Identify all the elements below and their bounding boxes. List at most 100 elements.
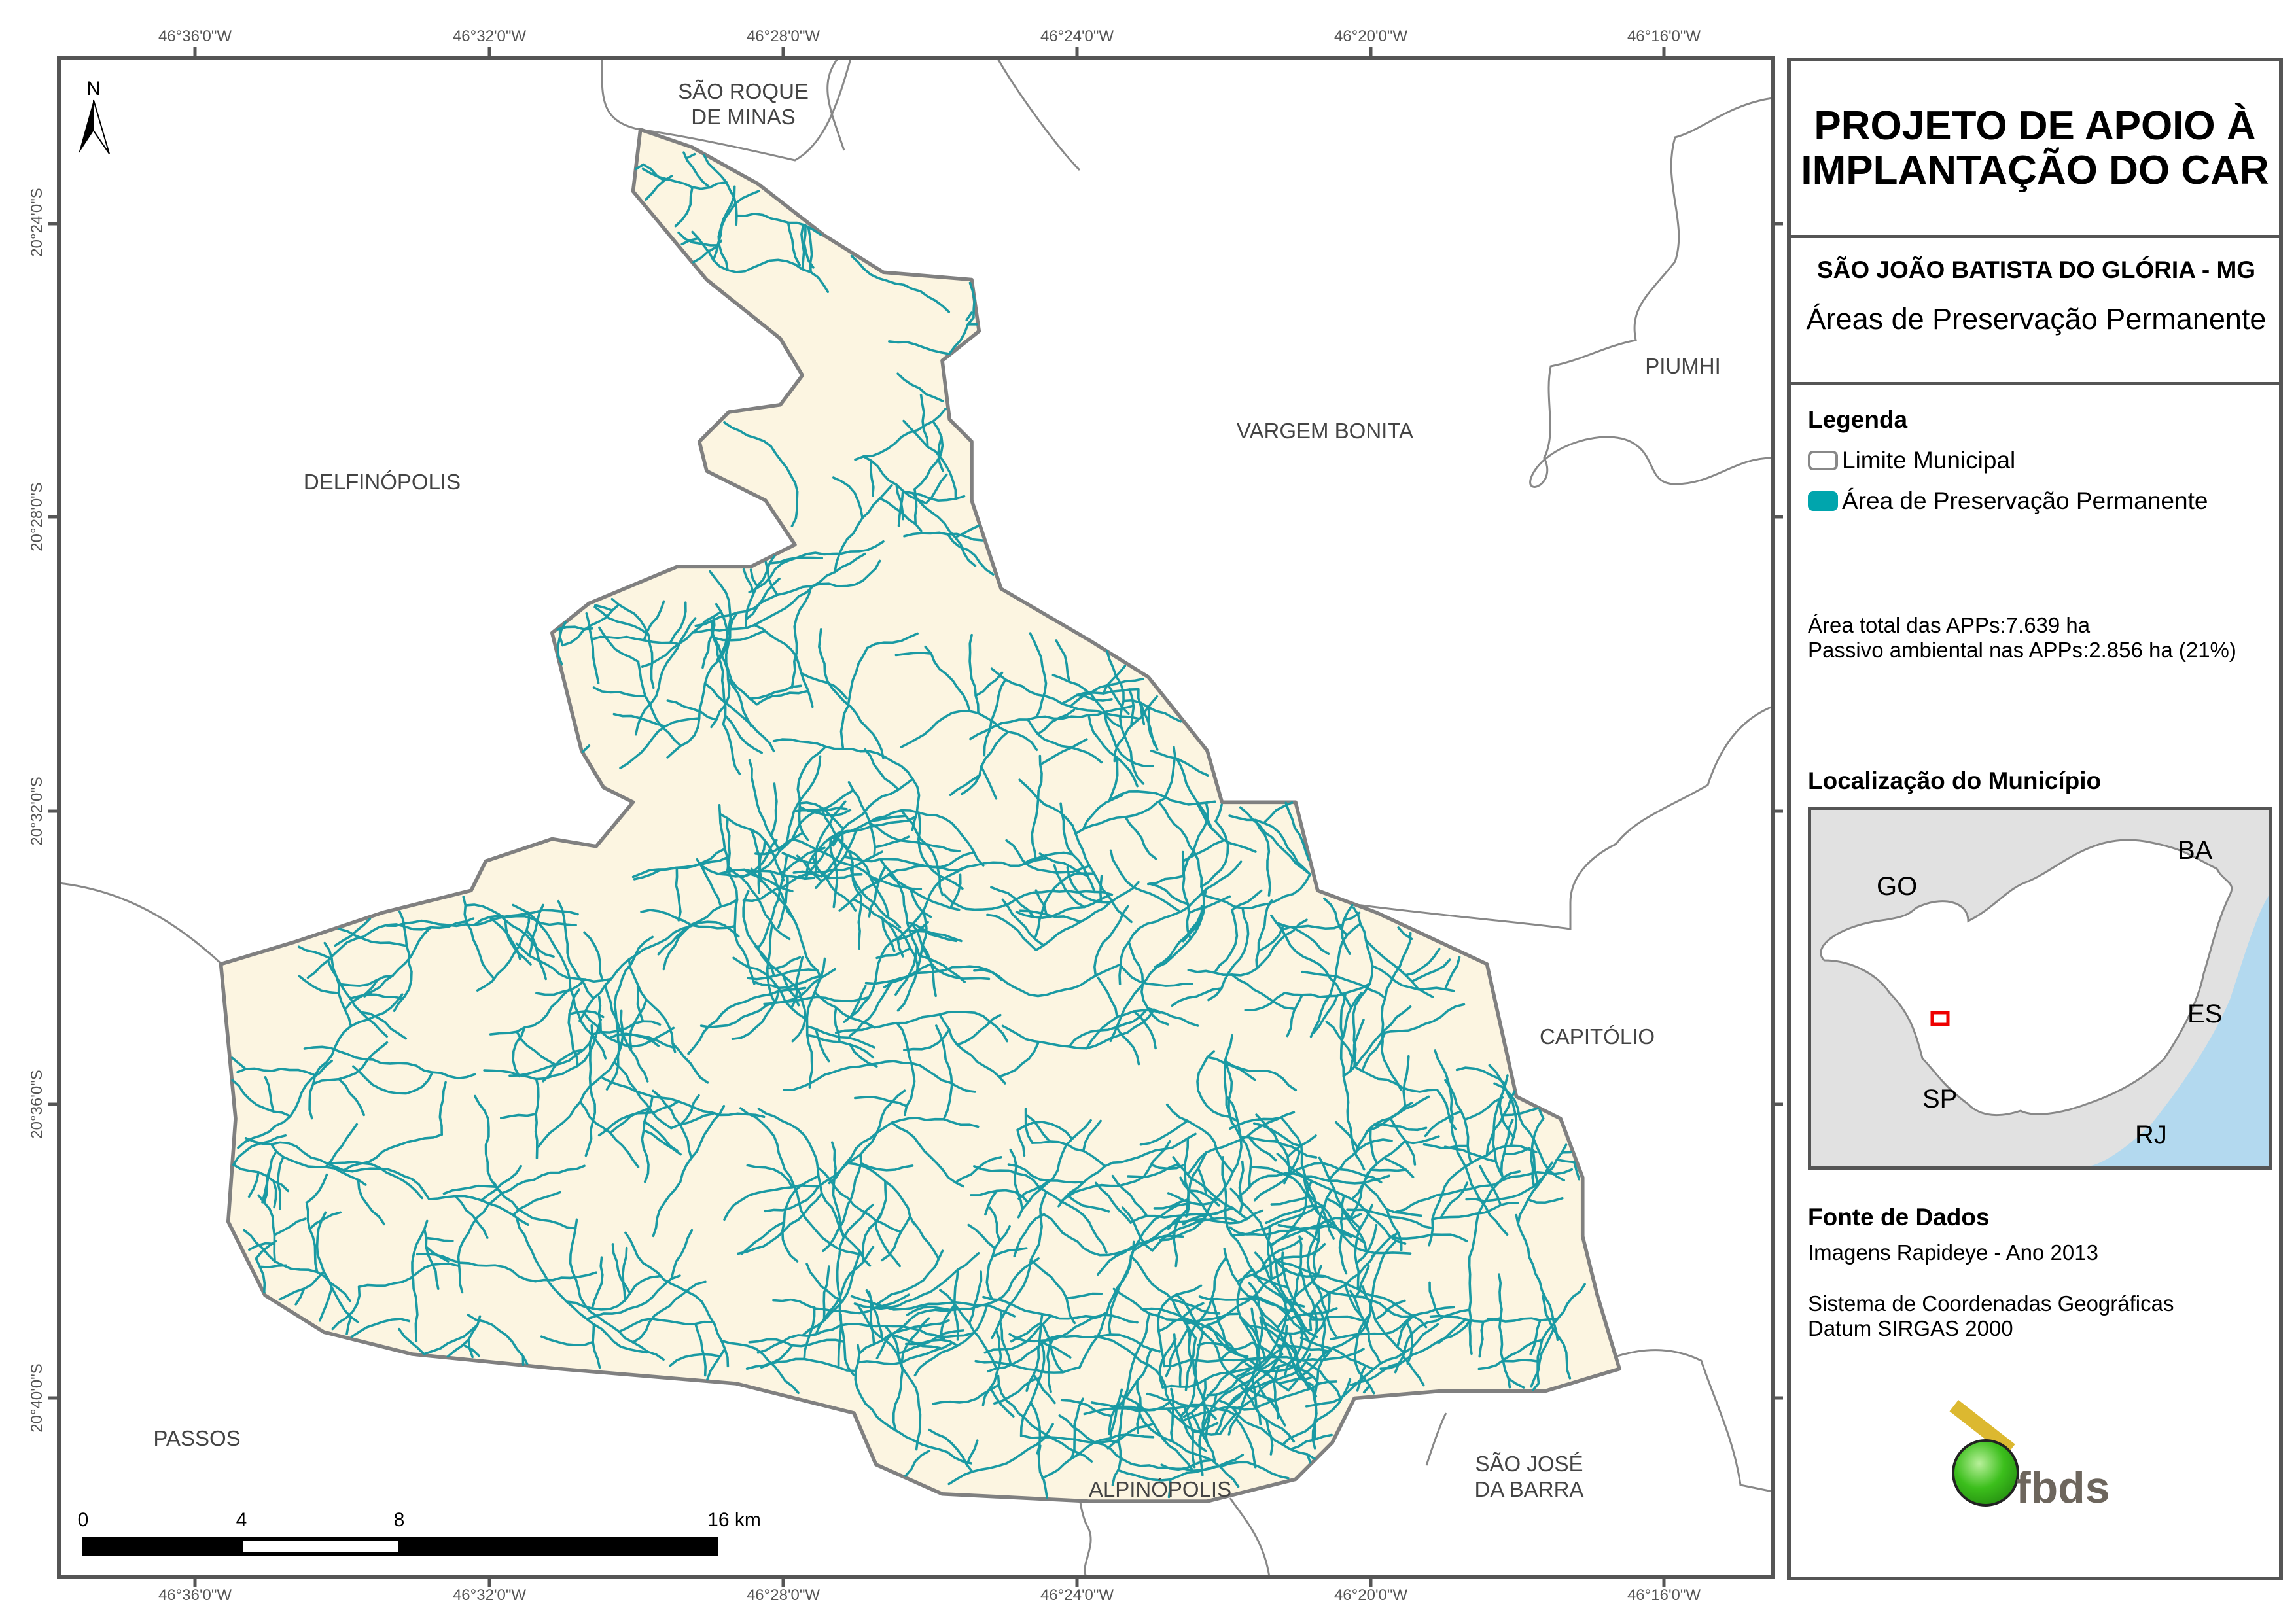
river-segment: [850, 1295, 1016, 1318]
river-segment: [438, 1081, 447, 1136]
river-segment: [1327, 1138, 1393, 1183]
river-segment: [1094, 1181, 1132, 1224]
river-segment: [748, 540, 885, 594]
river-segment: [750, 828, 763, 883]
river-segment: [1018, 778, 1133, 924]
river-segment: [868, 875, 923, 890]
river-segment: [1311, 1315, 1366, 1323]
river-segment: [1492, 1074, 1509, 1179]
river-segment: [1402, 1355, 1425, 1387]
river-segment: [1255, 899, 1273, 970]
river-segment: [726, 678, 752, 728]
river-segment: [1066, 866, 1112, 904]
river-segment: [1172, 1156, 1248, 1221]
river-segment: [935, 1024, 953, 1121]
river-segment: [1007, 1163, 1086, 1184]
minas-gerais-outline: [1820, 839, 2269, 1166]
svg-text:46°36'0"W: 46°36'0"W: [158, 27, 232, 45]
legend-heading: Legenda: [1808, 406, 1908, 433]
environmental-liability: Passivo ambiental nas APPs:2.856 ha (21%…: [1808, 638, 2236, 662]
river-segment: [1383, 1157, 1415, 1179]
river-segment: [1171, 987, 1223, 1007]
river-segment: [1188, 895, 1231, 915]
river-segment: [1275, 921, 1330, 955]
river-segment: [480, 1164, 523, 1202]
river-segment: [911, 491, 977, 567]
river-segment: [1217, 1399, 1316, 1460]
svg-text:DELFINÓPOLIS: DELFINÓPOLIS: [304, 470, 461, 494]
river-segment: [578, 920, 740, 1022]
river-segment: [1502, 1107, 1540, 1117]
river-segment: [1280, 923, 1344, 932]
river-segment: [1229, 1187, 1318, 1338]
river-segment: [1478, 1320, 1485, 1358]
river-segment: [540, 1335, 594, 1346]
river-segment: [1027, 718, 1103, 764]
river-segment: [803, 224, 815, 269]
river-segment: [790, 585, 813, 689]
river-segment: [1260, 1237, 1303, 1272]
river-segment: [1411, 958, 1451, 983]
river-segment: [990, 667, 1141, 720]
river-segment: [949, 873, 962, 909]
river-segment: [1463, 1096, 1504, 1121]
river-segment: [956, 1013, 1002, 1046]
river-segment: [508, 1034, 594, 1077]
river-segment: [1354, 1095, 1430, 1156]
river-segment: [306, 917, 475, 979]
river-segment: [1038, 1339, 1072, 1359]
river-segment: [1109, 1388, 1123, 1442]
river-segment: [1192, 1422, 1219, 1433]
river-segment: [677, 231, 721, 247]
river-segment: [694, 559, 881, 627]
river-segment: [1394, 1308, 1471, 1374]
river-segment: [1036, 708, 1076, 736]
river-segment: [772, 738, 921, 831]
river-segment: [706, 1348, 726, 1381]
river-segment: [998, 1042, 1040, 1078]
river-segment: [826, 809, 985, 867]
river-segment: [1257, 925, 1284, 952]
river-segment: [896, 372, 944, 402]
river-segment: [1227, 1358, 1297, 1436]
river-segment: [756, 855, 788, 950]
river-segment: [790, 956, 804, 1009]
river-segment: [624, 1231, 730, 1368]
river-segment: [713, 629, 767, 642]
river-segment: [1402, 1055, 1410, 1110]
river-segment: [1265, 1418, 1274, 1456]
river-segment: [1529, 1319, 1542, 1355]
river-segment: [516, 1030, 558, 1067]
river-segment: [1020, 851, 1074, 867]
river-segment: [1122, 699, 1182, 723]
river-segment: [1213, 909, 1239, 974]
river-segment: [1065, 1292, 1103, 1300]
river-segment: [590, 635, 680, 646]
river-segment: [1183, 1137, 1190, 1218]
river-segment: [232, 1134, 287, 1166]
river-segment: [718, 803, 756, 985]
river-segment: [1341, 903, 1354, 955]
river-segment: [1198, 1295, 1296, 1313]
river-segment: [1301, 970, 1386, 1000]
river-segment: [709, 628, 731, 729]
river-segment: [1305, 1323, 1439, 1408]
river-segment: [902, 490, 966, 502]
river-segment: [1017, 1119, 1092, 1219]
river-segment: [1236, 1243, 1326, 1283]
river-segment: [581, 744, 591, 754]
river-segment: [800, 224, 805, 271]
river-segment: [756, 1323, 945, 1354]
river-segment: [887, 1334, 942, 1350]
river-segment: [1198, 1353, 1284, 1476]
river-segment: [968, 1270, 983, 1325]
river-segment: [1468, 1170, 1521, 1355]
river-segment: [423, 1228, 440, 1290]
river-segment: [1444, 1079, 1472, 1164]
river-segment: [1369, 1128, 1379, 1165]
river-segment: [1532, 1382, 1540, 1391]
river-segment: [583, 931, 604, 982]
river-segment: [1248, 1136, 1277, 1162]
river-segment: [1224, 1059, 1298, 1092]
legend-swatch-app: [1808, 491, 1838, 511]
